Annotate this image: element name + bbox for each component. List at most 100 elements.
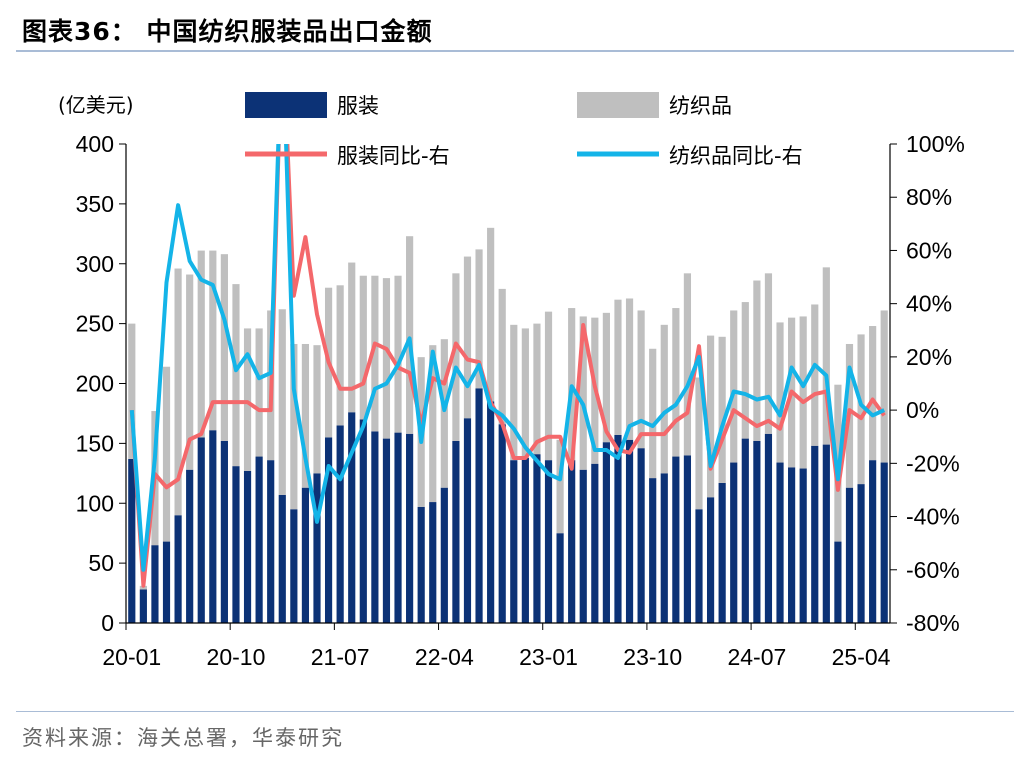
- bar-apparel: [660, 473, 668, 623]
- bar-apparel: [151, 545, 159, 623]
- bar-apparel: [417, 506, 425, 623]
- right-tick-label: -40%: [906, 504, 960, 530]
- bar-textile: [174, 268, 182, 516]
- right-tick-label: -20%: [906, 450, 960, 476]
- bar-textile: [290, 343, 298, 510]
- bar-apparel: [348, 412, 356, 623]
- bar-apparel: [625, 439, 634, 623]
- x-tick-label: 25-04: [832, 644, 891, 670]
- bar-apparel: [139, 589, 147, 623]
- left-axis-unit: (亿美元): [58, 93, 134, 117]
- bar-textile: [406, 236, 414, 434]
- bar-apparel: [869, 460, 877, 623]
- bar-textile: [660, 324, 668, 474]
- bar-apparel: [475, 388, 483, 623]
- bar-apparel: [706, 497, 715, 623]
- bar-textile: [475, 249, 483, 389]
- bar-textile: [544, 311, 553, 461]
- bar-apparel: [359, 419, 367, 623]
- bar-apparel: [811, 445, 819, 623]
- legend-label: 服装同比-右: [337, 144, 450, 168]
- bar-textile: [498, 288, 506, 425]
- bar-textile: [278, 309, 286, 495]
- bar-apparel: [463, 418, 472, 623]
- bar-apparel: [220, 440, 228, 623]
- bar-textile: [487, 227, 495, 402]
- bar-textile: [452, 273, 460, 441]
- bar-apparel: [162, 541, 171, 623]
- legend-swatch: [577, 92, 659, 118]
- right-tick-label: 100%: [906, 131, 965, 157]
- bar-textile: [440, 339, 448, 488]
- bar-apparel: [406, 433, 414, 623]
- bar-apparel: [857, 484, 865, 623]
- bar-apparel: [730, 462, 738, 623]
- bar-apparel: [440, 487, 448, 623]
- right-tick-label: -80%: [906, 610, 960, 636]
- left-tick-label: 0: [101, 610, 114, 636]
- bar-apparel: [741, 438, 749, 623]
- bar-textile: [799, 316, 807, 469]
- bar-apparel: [498, 424, 506, 623]
- bar-apparel: [591, 463, 599, 623]
- bar-apparel: [695, 509, 703, 623]
- x-tick-label: 21-07: [311, 644, 370, 670]
- bar-textile: [695, 377, 703, 510]
- bar-textile: [243, 328, 252, 471]
- bar-apparel: [371, 431, 379, 623]
- bar-apparel: [324, 437, 333, 623]
- line-clip-group: [129, 144, 886, 588]
- legend-label: 服装: [337, 94, 379, 118]
- bar-textile: [209, 250, 217, 431]
- bar-apparel: [764, 433, 773, 623]
- bar-apparel: [313, 473, 321, 623]
- bar-textile: [683, 273, 692, 456]
- bar-textile: [521, 328, 529, 458]
- x-tick-label: 20-10: [207, 644, 266, 670]
- left-tick-label: 300: [76, 251, 114, 277]
- bar-textile: [649, 348, 657, 479]
- bar-textile: [706, 335, 715, 498]
- bar-apparel: [568, 460, 576, 623]
- bar-apparel: [174, 515, 182, 623]
- bar-apparel: [255, 456, 263, 623]
- bar-textile: [371, 275, 379, 432]
- bar-apparel: [637, 448, 645, 623]
- x-tick-label: 22-04: [415, 644, 474, 670]
- bar-textile: [579, 316, 587, 470]
- bar-apparel: [394, 432, 402, 623]
- bar-textile: [718, 336, 726, 483]
- bar-textile: [128, 323, 136, 459]
- footer-divider: [16, 711, 1014, 712]
- bar-apparel: [672, 456, 680, 623]
- bar-apparel: [209, 430, 217, 623]
- left-tick-label: 50: [88, 550, 114, 576]
- axes-layer: 0 50 100 150 200 250 300 350 400 -80% -60% -40% -20%…: [58, 93, 965, 670]
- left-tick-label: 350: [76, 191, 114, 217]
- bar-textile: [336, 285, 344, 426]
- right-tick-label: 40%: [906, 291, 952, 317]
- bar-apparel: [614, 434, 622, 623]
- bar-apparel: [683, 455, 692, 623]
- figure-title: 图表36： 中国纺织服装品出口金额: [22, 17, 433, 46]
- bar-textile: [822, 267, 830, 445]
- x-tick-label: 20-01: [102, 644, 161, 670]
- bar-textile: [602, 312, 610, 443]
- bar-apparel: [510, 460, 518, 623]
- bar-textile: [429, 345, 437, 503]
- legend-label: 纺织品同比-右: [669, 144, 803, 168]
- bar-apparel: [556, 533, 564, 623]
- bar-textile: [811, 304, 819, 446]
- bar-textile: [556, 439, 564, 534]
- bar-apparel: [197, 437, 205, 623]
- bar-apparel: [544, 460, 553, 623]
- bar-textile: [568, 308, 576, 461]
- x-tick-label: 24-07: [727, 644, 786, 670]
- bar-textile: [730, 310, 738, 463]
- bar-textile: [382, 278, 391, 439]
- legend-label: 纺织品: [669, 94, 732, 118]
- right-tick-label: -60%: [906, 557, 960, 583]
- bar-textile: [232, 284, 240, 467]
- bar-apparel: [602, 442, 610, 623]
- bar-textile: [637, 310, 645, 449]
